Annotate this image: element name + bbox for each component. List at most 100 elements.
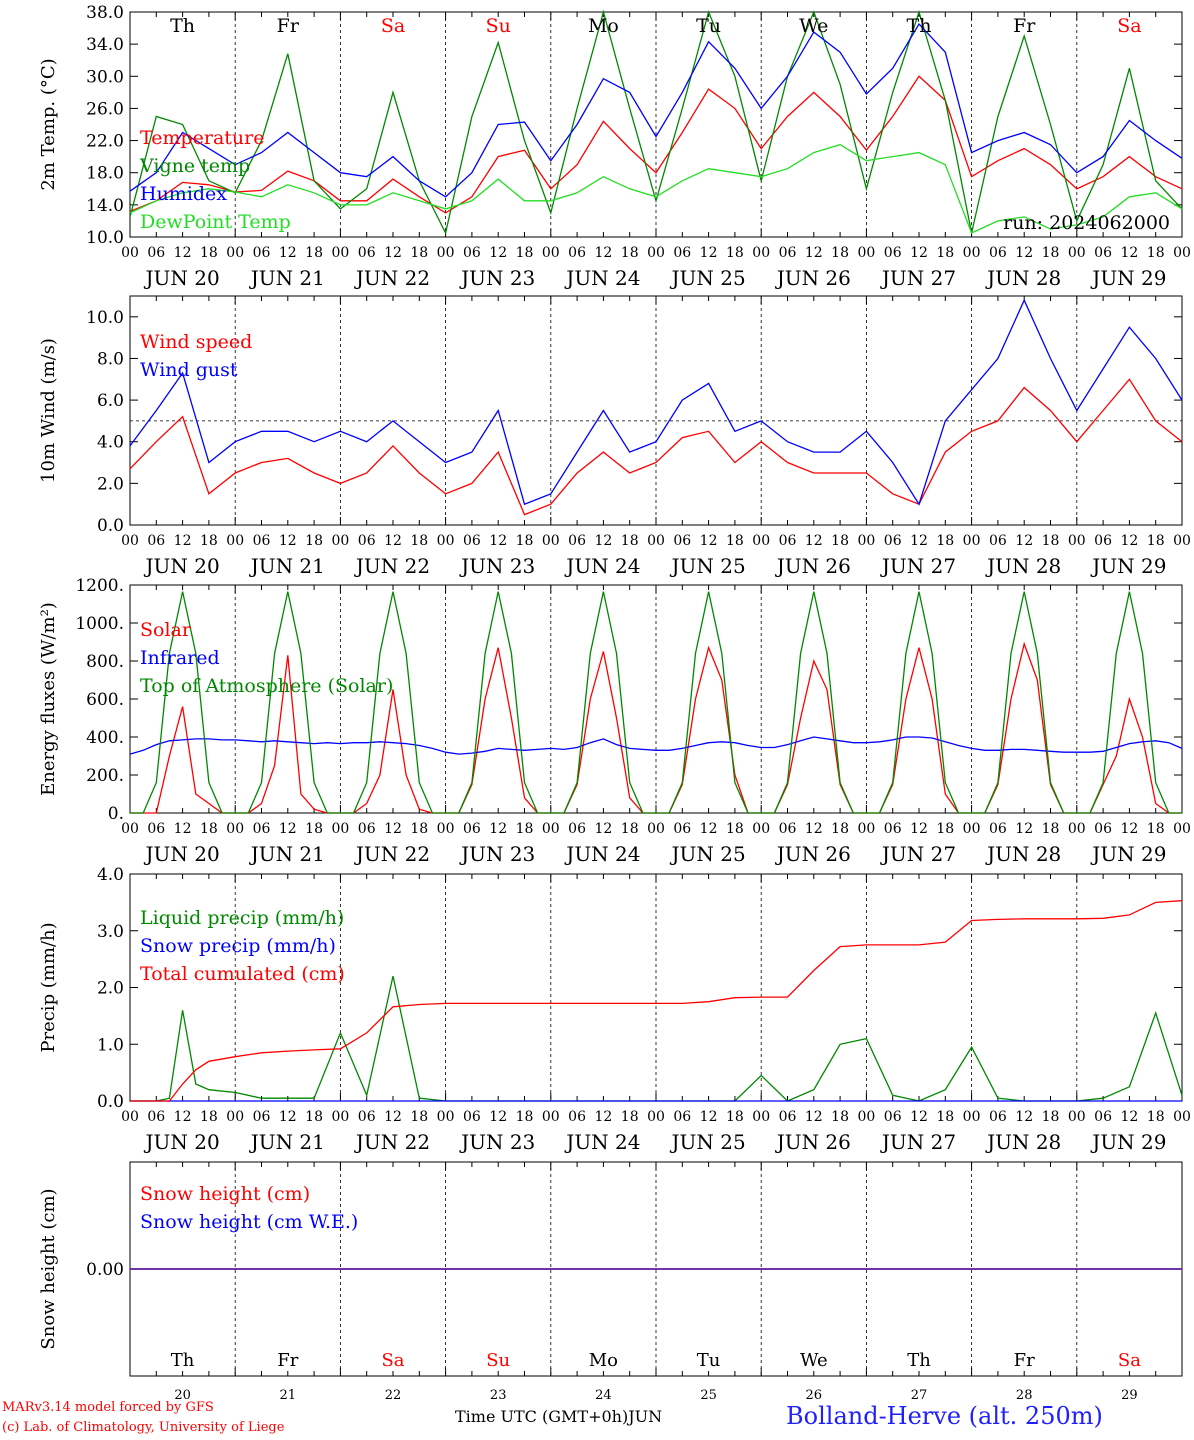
hour-tick-label: 00 — [1068, 245, 1086, 261]
y-tick-label: 1.0 — [97, 1035, 124, 1055]
weekday-label: Fr — [277, 15, 300, 37]
day-number-label: 20 — [174, 1388, 191, 1403]
hour-tick-label: 00 — [752, 245, 770, 261]
hour-tick-label: 06 — [463, 245, 481, 261]
date-label: JUN 25 — [670, 1130, 746, 1154]
hour-tick-label: 12 — [594, 533, 612, 549]
hour-tick-label: 12 — [1015, 245, 1033, 261]
hour-tick-label: 06 — [779, 821, 797, 837]
plot-frame — [129, 11, 1183, 238]
hour-tick-label: 12 — [279, 1109, 297, 1125]
date-label: JUN 22 — [354, 554, 430, 578]
hour-tick-label: 06 — [253, 821, 271, 837]
y-tick-label: 1200. — [75, 576, 124, 596]
hour-tick-label: 06 — [779, 245, 797, 261]
hour-tick-label: 18 — [726, 533, 744, 549]
hour-tick-label: 00 — [1173, 1109, 1191, 1125]
hour-tick-label: 00 — [437, 245, 455, 261]
hour-tick-label: 12 — [279, 533, 297, 549]
series-line — [129, 736, 1183, 755]
panel-temperature: 10.0 14.0 18.0 22.0 26.0 30.0 34.0 38.0 2m Temp.… — [38, 3, 1191, 290]
legend-entry: Snow precip (mm/h) — [140, 935, 336, 957]
hour-tick-label: 18 — [621, 821, 639, 837]
legend-entry: Top of Atmosphere (Solar) — [140, 675, 393, 697]
hour-tick-label: 06 — [253, 533, 271, 549]
hour-tick-label: 06 — [673, 245, 691, 261]
y-tick-label: 0. — [108, 804, 124, 824]
hour-tick-label: 18 — [200, 533, 218, 549]
hour-tick-label: 18 — [726, 245, 744, 261]
hour-tick-label: 00 — [121, 245, 139, 261]
date-label: JUN 23 — [459, 266, 535, 290]
y-tick-label: 200. — [86, 766, 124, 786]
hour-tick-label: 06 — [253, 245, 271, 261]
hour-tick-label: 18 — [1042, 533, 1060, 549]
y-tick-label: 2.0 — [97, 474, 124, 494]
hour-tick-label: 06 — [568, 821, 586, 837]
legend-entry: Snow height (cm W.E.) — [140, 1211, 358, 1233]
series-line — [129, 378, 1183, 516]
weekday-label: Mo — [588, 15, 619, 37]
hour-tick-label: 18 — [726, 1109, 744, 1125]
y-axis-label: Precip (mm/h) — [38, 922, 59, 1052]
hour-tick-label: 12 — [805, 533, 823, 549]
hour-tick-label: 12 — [700, 1109, 718, 1125]
hour-tick-label: 00 — [542, 821, 560, 837]
hour-tick-label: 12 — [174, 821, 192, 837]
lab-credit: (c) Lab. of Climatology, University of L… — [2, 1420, 285, 1435]
hour-tick-label: 00 — [963, 245, 981, 261]
hour-tick-label: 18 — [621, 533, 639, 549]
hour-tick-label: 00 — [542, 245, 560, 261]
weekday-label: Sa — [381, 15, 405, 37]
hour-tick-label: 06 — [358, 533, 376, 549]
y-tick-label: 400. — [86, 728, 124, 748]
hour-tick-label: 18 — [621, 245, 639, 261]
day-number-label: 21 — [280, 1388, 297, 1403]
hour-tick-label: 18 — [305, 533, 323, 549]
date-label: JUN 25 — [670, 842, 746, 866]
hour-tick-label: 18 — [936, 245, 954, 261]
hour-tick-label: 06 — [358, 245, 376, 261]
hour-tick-label: 06 — [147, 533, 165, 549]
legend-entry: Liquid precip (mm/h) — [140, 907, 344, 929]
date-label: JUN 29 — [1090, 1130, 1166, 1154]
weekday-label: We — [799, 15, 828, 37]
weekday-label: Fr — [1013, 15, 1036, 37]
weekday-label: Fr — [1014, 1350, 1035, 1371]
date-label: JUN 27 — [880, 554, 956, 578]
date-label: JUN 26 — [775, 554, 851, 578]
hour-tick-label: 06 — [358, 1109, 376, 1125]
hour-tick-label: 06 — [989, 1109, 1007, 1125]
series-line — [130, 591, 1182, 814]
weekday-label: We — [800, 1350, 828, 1371]
hour-tick-label: 12 — [384, 245, 402, 261]
hour-tick-label: 06 — [147, 821, 165, 837]
hour-tick-label: 06 — [463, 533, 481, 549]
hour-tick-label: 12 — [700, 821, 718, 837]
hour-tick-label: 00 — [857, 1109, 875, 1125]
legend-entry: Infrared — [140, 647, 220, 669]
legend-entry: Wind speed — [140, 331, 252, 353]
date-label: JUN 29 — [1090, 842, 1166, 866]
hour-tick-label: 12 — [805, 1109, 823, 1125]
legend-entry: Solar — [140, 619, 192, 641]
date-label: JUN 25 — [670, 266, 746, 290]
hour-tick-label: 18 — [305, 245, 323, 261]
y-tick-label: 30.0 — [86, 67, 124, 87]
day-number-label: 24 — [595, 1388, 612, 1403]
y-tick-label: 34.0 — [86, 35, 124, 55]
hour-tick-label: 18 — [1147, 245, 1165, 261]
y-tick-label: 0.00 — [86, 1260, 124, 1280]
hour-tick-label: 18 — [831, 245, 849, 261]
hour-tick-label: 06 — [673, 1109, 691, 1125]
panel-snow: 0.00 Snow height (cm) Snow height (cm) Snow… — [38, 1161, 1183, 1403]
hour-tick-label: 18 — [1042, 1109, 1060, 1125]
hour-tick-label: 12 — [489, 1109, 507, 1125]
hour-tick-label: 18 — [516, 821, 534, 837]
y-tick-label: 10.0 — [86, 228, 124, 248]
series-line — [129, 298, 1183, 506]
hour-tick-label: 18 — [305, 1109, 323, 1125]
y-tick-label: 10.0 — [86, 308, 124, 328]
hour-tick-label: 00 — [331, 533, 349, 549]
date-label: JUN 22 — [354, 1130, 430, 1154]
